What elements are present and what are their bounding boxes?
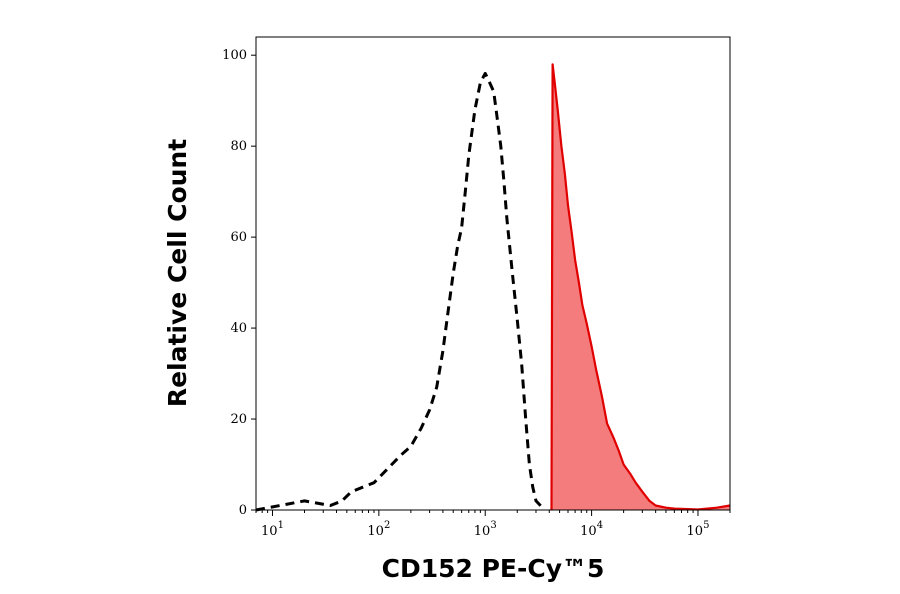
plot-frame xyxy=(255,36,731,511)
x-tick-label: 102 xyxy=(367,520,390,539)
y-axis-title: Relative Cell Count xyxy=(163,139,192,407)
x-tick-exponent: 3 xyxy=(490,520,496,531)
x-tick-label: 104 xyxy=(580,520,603,539)
stained-histogram-fill xyxy=(551,64,730,511)
plot-area xyxy=(255,63,731,512)
y-tick-label: 20 xyxy=(230,412,247,427)
x-axis: 101 102 103 104 105 xyxy=(255,510,731,539)
x-tick-base: 10 xyxy=(474,524,491,539)
x-tick-base: 10 xyxy=(687,524,704,539)
x-tick-label: 101 xyxy=(261,520,284,539)
x-tick-label: 103 xyxy=(474,520,497,539)
isotype-histogram-line xyxy=(255,71,546,512)
x-tick-base: 10 xyxy=(580,524,597,539)
x-tick-exponent: 5 xyxy=(703,520,709,531)
x-tick-base: 10 xyxy=(261,524,278,539)
y-tick-label: 40 xyxy=(230,321,247,336)
x-tick-exponent: 1 xyxy=(278,520,284,531)
y-tick-label: 80 xyxy=(230,139,247,154)
x-tick-base: 10 xyxy=(367,524,384,539)
y-axis: 0 20 40 60 80 100 xyxy=(222,48,256,518)
x-tick-exponent: 2 xyxy=(384,520,390,531)
stained-histogram-line xyxy=(550,63,731,511)
x-tick-exponent: 4 xyxy=(597,520,603,531)
x-tick-label: 105 xyxy=(687,520,710,539)
y-tick-label: 100 xyxy=(222,48,247,63)
y-tick-label: 0 xyxy=(239,503,247,518)
x-axis-title: CD152 PE-Cy™5 xyxy=(382,554,605,583)
y-tick-label: 60 xyxy=(230,230,247,245)
